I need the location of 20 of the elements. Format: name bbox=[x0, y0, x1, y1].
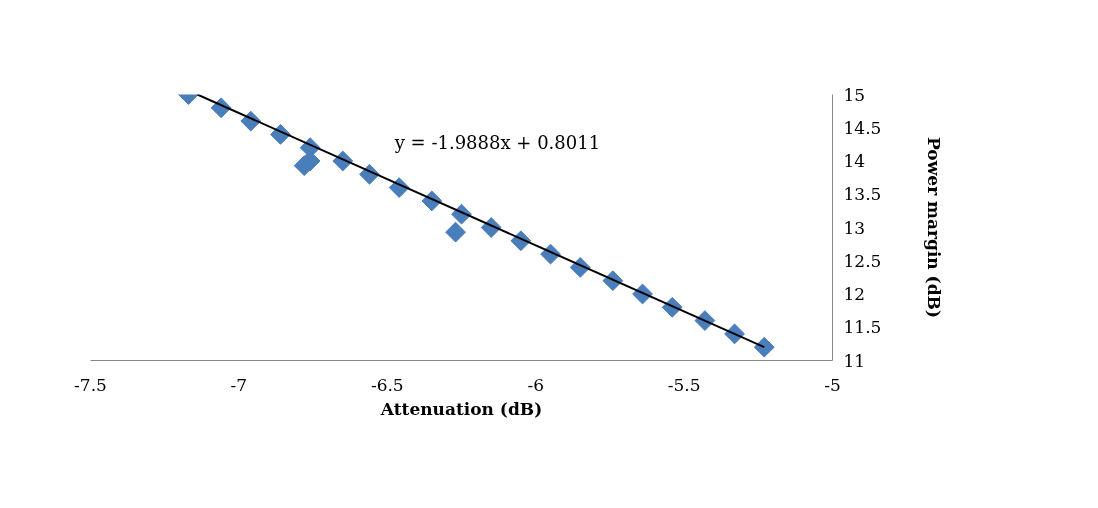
y-tick-label: 11.5 bbox=[843, 317, 882, 338]
point bbox=[753, 336, 775, 358]
x-tick-label: -6 bbox=[527, 374, 544, 395]
annotation: y = -1.9888x + 0.8011 bbox=[393, 132, 601, 154]
x-tick-label: -6.5 bbox=[370, 374, 404, 395]
y-tick-label: 14.5 bbox=[843, 117, 882, 138]
x-tick-label: -7 bbox=[230, 374, 248, 395]
y-tick-label: 13.5 bbox=[843, 184, 882, 205]
x-tick-label: -5 bbox=[824, 374, 841, 395]
y-tick-label: 11 bbox=[843, 350, 866, 371]
x-axis-title: Attenuation (dB) bbox=[379, 398, 543, 419]
y-tick-label: 12 bbox=[843, 284, 866, 304]
y-tick-label: 13 bbox=[843, 217, 866, 238]
y-tick-label: 15 bbox=[843, 84, 866, 105]
x-tick-label: -5.5 bbox=[667, 374, 701, 395]
y-axis-title: Power margin (dB) bbox=[924, 137, 945, 318]
y-tick-label: 14 bbox=[843, 151, 866, 171]
y-tick-label: 12.5 bbox=[843, 250, 882, 271]
x-tick-label: -7.5 bbox=[74, 374, 107, 395]
point bbox=[445, 221, 466, 243]
